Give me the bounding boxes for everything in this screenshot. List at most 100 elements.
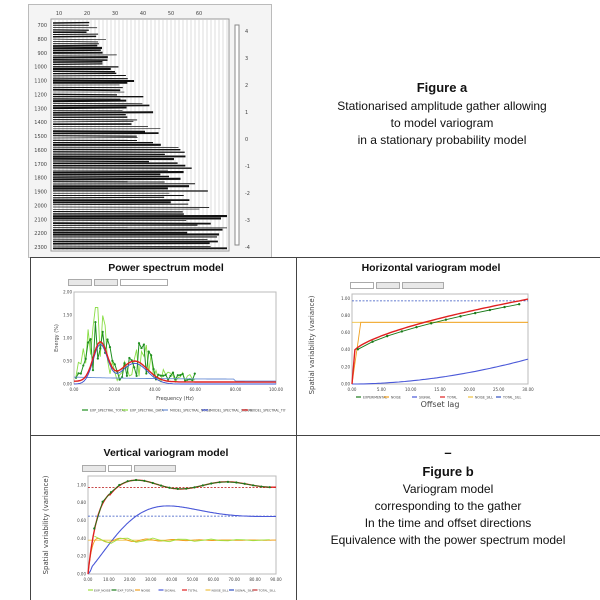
ps-exp-point: [140, 346, 143, 350]
hv-x-tick: 15.00: [434, 387, 446, 392]
tab-horizontal[interactable]: [350, 282, 374, 289]
gather-colorbar-tick: -4: [245, 245, 250, 251]
gather-left-tick: 1300: [34, 106, 47, 112]
gather-left-tick: 900: [37, 51, 47, 57]
tab-3[interactable]: [120, 279, 168, 286]
vv-legend-label: SIGNAL_SILL: [235, 589, 254, 593]
ps-exp-point: [150, 354, 153, 357]
frame-top-line: [30, 257, 600, 258]
gather-left-tick: 1100: [34, 79, 47, 85]
ps-exp-point: [193, 372, 196, 375]
figure-a-line-2: to model variogram: [390, 116, 494, 130]
hv-y-tick: 0.80: [341, 313, 350, 318]
vv-exp-noise-line: [94, 535, 270, 544]
vv-legend-label: EXP_NOISE: [94, 589, 111, 593]
gather-event: [52, 106, 127, 110]
gather-top-tick: 20: [84, 11, 90, 17]
tab-horizontal-v[interactable]: [82, 465, 106, 472]
tab-spectrum[interactable]: [402, 282, 444, 289]
hv-y-tick: 1.00: [341, 296, 350, 301]
ps-x-tick: 100.00: [269, 387, 283, 392]
gather-colorbar: [234, 24, 240, 246]
vv-legend-label: SIGNAL: [165, 589, 176, 593]
vv-exp-total-line: [93, 479, 270, 529]
ps-exp-point: [137, 342, 141, 345]
hv-x-tick: 25.00: [493, 387, 505, 392]
gather-event: [52, 175, 169, 178]
ps-model-total-line: [74, 340, 276, 383]
ps-legend-label: EXP_SPECTRAL_TOTAL: [90, 409, 126, 413]
ps-y-tick: 2.00: [63, 290, 72, 295]
vv-x-tick: 40.00: [166, 577, 178, 582]
tab-spectrum-v[interactable]: [134, 465, 176, 472]
vv-exp-total-point: [168, 486, 171, 489]
hv-x-tick: 0.00: [348, 387, 357, 392]
gather-left-tick: 1600: [34, 148, 47, 154]
vv-exp-total-point: [151, 481, 154, 485]
hv-x-tick: 5.00: [377, 387, 386, 392]
hv-legend-label: TOTAL_SILL: [502, 396, 521, 400]
tab-1[interactable]: [68, 279, 92, 286]
hv-experimental-point: [371, 340, 374, 343]
vv-legend-label: TOTAL: [187, 589, 198, 593]
hv-experimental-point: [488, 308, 492, 312]
figure-a-title: Figure a: [416, 80, 468, 95]
hv-signal-line: [352, 358, 529, 385]
vv-exp-total-point: [118, 483, 121, 487]
ps-exp-point: [118, 378, 121, 381]
tab-2[interactable]: [94, 279, 118, 286]
hv-y-tick: 0.20: [341, 364, 350, 369]
vv-x-tick: 60.00: [208, 577, 220, 582]
gather-event: [52, 41, 99, 43]
hv-legend-label: NOISE_SILL: [475, 396, 493, 400]
hv-x-tick: 30.00: [522, 387, 534, 392]
hv-noise-line: [351, 321, 528, 385]
gather-event: [52, 99, 127, 103]
vv-y-tick: 0.40: [77, 536, 86, 541]
ps-exp-point: [142, 343, 145, 346]
ps-exp-point: [99, 347, 102, 350]
vv-x-tick: 90.00: [270, 577, 282, 582]
vv-exp-total-point: [109, 491, 113, 494]
ps-x-tick: 40.00: [149, 387, 161, 392]
vv-legend-label: TOTAL_SILL: [258, 589, 276, 593]
gather-top-tick: 50: [168, 11, 174, 17]
vv-exp-total-point: [176, 487, 179, 490]
gather-colorbar-tick: 3: [245, 56, 248, 62]
gather-left-tick: 2300: [34, 245, 47, 251]
gather-event: [52, 88, 121, 92]
vv-exp-total-point: [160, 484, 163, 487]
vv-exp-total-point: [134, 478, 138, 482]
vv-legend-label: NOISE: [141, 589, 150, 593]
tab-vertical-v[interactable]: [108, 465, 132, 472]
vv-y-tick: 1.00: [77, 482, 86, 487]
vv-exp-total-point: [226, 480, 230, 483]
ps-exp-point: [125, 374, 129, 377]
ps-legend-label: MODEL_SPECTRAL_NOISE: [170, 409, 211, 413]
ps-exp-point: [171, 371, 175, 374]
vertical-variogram-title: Vertical variogram model: [103, 447, 229, 459]
gather-top-tick: 40: [140, 11, 146, 17]
hv-experimental-point: [518, 303, 521, 306]
vv-exp-total-point: [210, 482, 213, 485]
gather-left-tick: 1200: [34, 92, 47, 98]
horizontal-variogram-title: Horizontal variogram model: [361, 262, 501, 274]
figure-b-title: Figure b: [422, 464, 474, 479]
ps-exp-point: [101, 330, 104, 333]
figure-b-line-3: In the time and offset directions: [364, 516, 532, 530]
ps-exp-point: [108, 346, 112, 349]
hv-legend-label: TOTAL: [446, 396, 457, 400]
gather-event: [52, 177, 181, 181]
hv-legend-label: NOISE: [391, 396, 401, 400]
gather-event: [52, 63, 103, 66]
vv-exp-total-point: [93, 527, 96, 530]
tab-vertical[interactable]: [376, 282, 400, 289]
vv-legend-label: EXP_TOTAL: [118, 589, 135, 593]
vv-y-tick: 0.00: [77, 572, 86, 577]
hv-experimental-point: [444, 318, 448, 321]
gather-left-tick: 1900: [34, 190, 47, 196]
ps-exp-point: [159, 374, 162, 377]
ps-exp-point: [91, 368, 95, 372]
vertical-variogram-tabs: [82, 465, 176, 472]
ps-exp-point: [84, 357, 87, 360]
